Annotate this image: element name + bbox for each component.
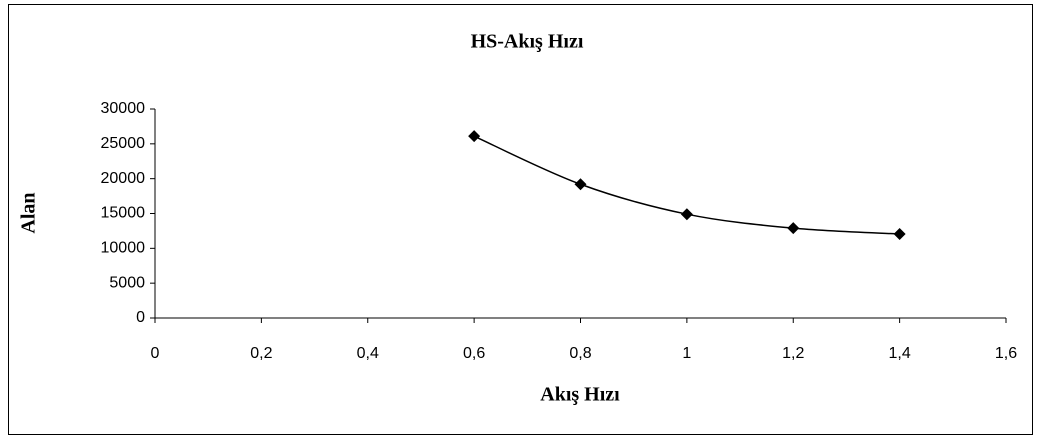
data-point	[893, 228, 906, 241]
y-tick-label: 20000	[101, 170, 146, 187]
data-point	[680, 208, 693, 221]
y-tick-label: 0	[136, 309, 145, 326]
x-tick-label: 1	[682, 345, 691, 362]
x-tick-label: 0,4	[357, 345, 379, 362]
data-point	[574, 178, 587, 191]
x-tick-label: 1,2	[782, 345, 804, 362]
x-tick-label: 1,6	[995, 345, 1017, 362]
x-tick-label: 0,2	[250, 345, 272, 362]
y-tick-label: 5000	[109, 274, 145, 291]
chart-border	[8, 4, 1033, 435]
data-point	[468, 130, 481, 143]
x-tick-label: 0,6	[463, 345, 485, 362]
y-axis-label: Alan	[18, 192, 40, 233]
x-tick-label: 1,4	[889, 345, 911, 362]
y-tick-label: 15000	[101, 205, 146, 222]
x-tick-label: 0	[151, 345, 160, 362]
x-axis-label: Akış Hızı	[540, 384, 620, 406]
y-tick-label: 25000	[101, 135, 146, 152]
y-tick-label: 30000	[101, 100, 146, 117]
y-tick-label: 10000	[101, 240, 146, 257]
data-point	[787, 222, 800, 235]
x-tick-label: 0,8	[569, 345, 591, 362]
chart-title: HS-Akış Hızı	[471, 31, 584, 53]
